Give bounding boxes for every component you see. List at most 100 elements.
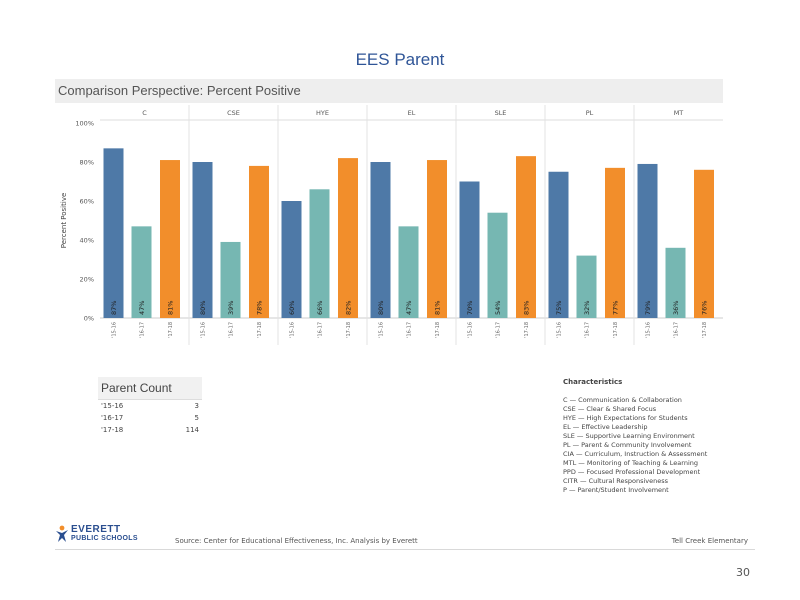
parent-count-value: 114: [185, 426, 199, 434]
characteristic-item: SLE — Supportive Learning Environment: [563, 432, 695, 440]
bar: [398, 226, 419, 318]
parent-count-row: '16-17 5: [98, 412, 202, 424]
bar: [459, 181, 480, 318]
characteristic-item: EL — Effective Leadership: [563, 423, 648, 431]
bar-value-label: 81%: [433, 301, 441, 315]
bar-value-label: 81%: [166, 301, 174, 315]
page-number: 30: [736, 566, 750, 579]
x-tick-label: '15-16: [201, 322, 207, 338]
bar-value-label: 47%: [405, 301, 413, 315]
group-label: CSE: [227, 109, 240, 117]
x-tick-label: '15-16: [112, 322, 118, 338]
bar-value-label: 39%: [227, 301, 235, 315]
parent-count-year: '16-17: [101, 414, 124, 422]
bar: [338, 158, 358, 318]
logo-text-line1: EVERETT: [71, 524, 121, 535]
parent-count-title: Parent Count: [98, 377, 202, 400]
y-tick-label: 40%: [80, 237, 94, 245]
group-label: MT: [674, 109, 684, 117]
x-tick-label: '15-16: [468, 322, 474, 338]
bar-value-label: 32%: [583, 301, 591, 315]
logo-text-line2: PUBLIC SCHOOLS: [71, 535, 138, 542]
bar-value-label: 66%: [316, 301, 324, 315]
source-caption: Source: Center for Educational Effective…: [175, 537, 418, 545]
bar: [160, 160, 180, 318]
bar-value-label: 76%: [700, 301, 708, 315]
characteristic-item: PL — Parent & Community Involvement: [563, 441, 692, 449]
y-tick-label: 0%: [84, 315, 94, 323]
characteristic-item: CIA — Curriculum, Instruction & Assessme…: [563, 450, 708, 458]
group-label: EL: [408, 109, 416, 117]
bar: [281, 201, 302, 318]
bar: [576, 255, 597, 318]
x-tick-label: '16-17: [585, 322, 591, 338]
y-tick-label: 60%: [80, 198, 94, 206]
y-tick-label: 100%: [75, 120, 94, 128]
x-tick-label: '16-17: [318, 322, 324, 338]
bar: [309, 189, 330, 318]
group-label: HYE: [316, 109, 329, 117]
bar-value-label: 80%: [199, 301, 207, 315]
bar: [427, 160, 447, 318]
bar-value-label: 82%: [344, 301, 352, 315]
x-tick-label: '15-16: [290, 322, 296, 338]
characteristic-item: HYE — High Expectations for Students: [563, 414, 688, 422]
bar: [103, 148, 124, 318]
x-tick-label: '17-18: [346, 322, 352, 338]
bar-value-label: 87%: [110, 301, 118, 315]
x-tick-label: '17-18: [168, 322, 174, 338]
x-tick-label: '16-17: [496, 322, 502, 338]
bar-value-label: 80%: [377, 301, 385, 315]
bar: [516, 156, 536, 318]
x-tick-label: '16-17: [407, 322, 413, 338]
characteristics-title: Characteristics: [563, 378, 623, 386]
parent-count-value: 5: [194, 414, 199, 422]
bar-value-label: 70%: [466, 301, 474, 315]
bar-value-label: 79%: [644, 301, 652, 315]
x-tick-label: '17-18: [435, 322, 441, 338]
x-tick-label: '17-18: [524, 322, 530, 338]
parent-count-row: '17-18 114: [98, 424, 202, 436]
panel-title: Comparison Perspective: Percent Positive: [58, 83, 301, 98]
school-name: Tell Creek Elementary: [671, 537, 748, 545]
bar: [694, 169, 714, 318]
parent-count-row: '15-16 3: [98, 400, 202, 412]
bar-value-label: 60%: [288, 301, 296, 315]
person-star-icon: [56, 525, 68, 542]
characteristics-legend: Characteristics C — Communication & Coll…: [563, 378, 763, 495]
x-tick-label: '15-16: [379, 322, 385, 338]
parent-count-table: Parent Count '15-16 3 '16-17 5 '17-18 11…: [98, 377, 202, 436]
bar: [192, 162, 213, 318]
bar: [548, 171, 569, 318]
page-title: EES Parent: [355, 50, 445, 69]
group-label: C: [142, 109, 147, 117]
x-tick-label: '17-18: [257, 322, 263, 338]
characteristic-item: CITR — Cultural Responsiveness: [563, 477, 668, 485]
x-tick-label: '16-17: [674, 322, 680, 338]
parent-count-value: 3: [194, 402, 199, 410]
parent-count-year: '17-18: [101, 426, 124, 434]
parent-count-year: '15-16: [101, 402, 124, 410]
x-tick-label: '16-17: [229, 322, 235, 338]
bar-value-label: 75%: [555, 301, 563, 315]
y-tick-label: 80%: [80, 159, 94, 167]
bar-value-label: 47%: [138, 301, 146, 315]
y-axis-title: Percent Positive: [60, 193, 68, 249]
bar-value-label: 78%: [255, 301, 263, 315]
bar: [249, 165, 269, 318]
y-tick-label: 20%: [80, 276, 94, 284]
bar: [637, 163, 658, 318]
characteristic-item: C — Communication & Collaboration: [563, 396, 682, 404]
bar-chart: 0% 20% 40% 60% 80% 100% Percent Positive C 87% '1…: [60, 105, 723, 345]
footer-divider: [55, 549, 755, 550]
characteristic-item: P — Parent/Student Involvement: [563, 486, 669, 494]
bar-value-label: 36%: [672, 301, 680, 315]
bar: [370, 162, 391, 318]
x-tick-label: '17-18: [702, 322, 708, 338]
bar-value-label: 54%: [494, 301, 502, 315]
characteristic-item: MTL — Monitoring of Teaching & Learning: [563, 459, 699, 467]
x-tick-label: '17-18: [613, 322, 619, 338]
bar: [131, 226, 152, 318]
x-tick-label: '15-16: [646, 322, 652, 338]
group-label: PL: [586, 109, 594, 117]
